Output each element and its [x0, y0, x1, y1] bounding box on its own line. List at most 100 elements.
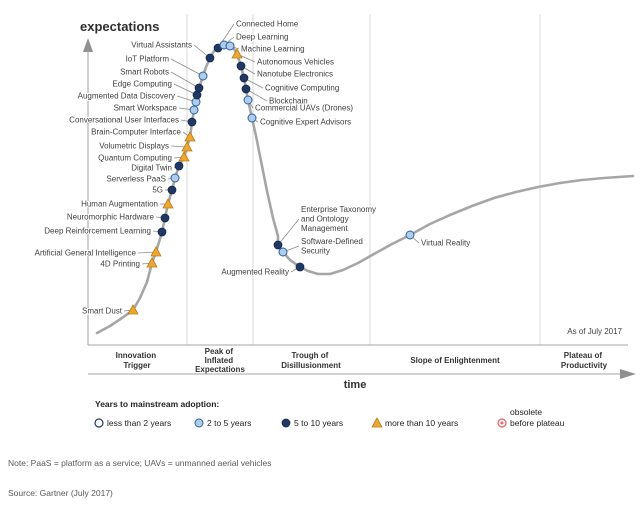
virtual-reality-marker	[405, 230, 415, 240]
legend-label: less than 2 years	[107, 418, 171, 428]
serverless-paas-marker	[170, 173, 180, 183]
volumetric-displays-label-line: Volumetric Displays	[99, 142, 169, 151]
software-defined-label: Software-Defined Security	[301, 237, 363, 256]
4d-printing-marker	[146, 257, 158, 268]
cognitive-expert-advisors-marker	[247, 113, 257, 123]
enterprise-taxonomy-label-line: Enterprise Taxonomy	[301, 205, 376, 214]
legend-item-2-to-5-years: 2 to 5 years	[194, 418, 251, 428]
digital-twin-marker	[174, 161, 184, 171]
smart-dust-label-line: Smart Dust	[82, 307, 123, 316]
iot-platform-marker	[198, 71, 208, 81]
virtual-assistants-marker	[205, 53, 215, 63]
enterprise-taxonomy-label: Enterprise Taxonomy and Ontology Managemen…	[301, 205, 376, 233]
quantum-computing-label-line: Quantum Computing	[98, 154, 172, 163]
autonomous-vehicles-label: Autonomous Vehicles	[257, 58, 334, 67]
dark-circle-icon	[281, 418, 291, 428]
human-augmentation-label-line: Human Augmentation	[81, 200, 158, 209]
software-defined-label-line: Security	[301, 246, 330, 255]
y-axis-arrow-icon	[83, 38, 93, 52]
smart-workspace-label: Smart Workspace	[114, 104, 178, 113]
smart-robots-marker	[194, 83, 204, 93]
phase-gridlines	[186, 14, 541, 345]
autonomous-vehicles-label-line: Autonomous Vehicles	[257, 58, 334, 67]
brain-computer-interface-label: Brain-Computer Interface	[91, 128, 181, 137]
smart-dust-label: Smart Dust	[82, 307, 123, 316]
iot-platform-label: IoT Platform	[126, 55, 170, 64]
machine-learning-marker	[225, 41, 235, 51]
quantum-computing-label: Quantum Computing	[98, 154, 172, 163]
serverless-paas-label: Serverless PaaS	[106, 175, 166, 184]
neuromorphic-hardware-label: Neuromorphic Hardware	[67, 213, 155, 222]
connected-home-label-line: Connected Home	[236, 20, 299, 29]
software-defined-label-line: Software-Defined	[301, 237, 363, 246]
autonomous-vehicles-marker	[231, 48, 243, 59]
orange-triangle-icon	[371, 417, 383, 428]
y-axis-title: expectations	[80, 19, 159, 34]
virtual-reality-label: Virtual Reality	[421, 239, 470, 248]
digital-twin-label: Digital Twin	[131, 164, 172, 173]
item-labels: Smart Dust 4D Printing Artificial General …	[34, 19, 472, 317]
quantum-computing-marker	[178, 151, 190, 162]
cognitive-computing-marker	[239, 73, 249, 83]
iot-platform-label-line: IoT Platform	[126, 55, 170, 64]
legend-title: Years to mainstream adoption:	[95, 399, 219, 409]
machine-learning-label: Machine Learning	[241, 45, 305, 54]
machine-learning-label-line: Machine Learning	[241, 45, 305, 54]
blockchain-label: Blockchain	[269, 97, 308, 106]
x-axis-arrow-icon	[620, 369, 636, 379]
smart-robots-label-line: Smart Robots	[120, 68, 169, 77]
iot-platform-leader	[170, 58, 204, 77]
4d-printing-label-line: 4D Printing	[100, 260, 140, 269]
legend-label: more than 10 years	[385, 418, 458, 428]
phase-label-slope-of-enlightenment: Slope of Enlightenment	[410, 356, 500, 365]
legend-item-more-than-10-years: more than 10 years	[371, 417, 458, 428]
nanotube-electronics-marker	[236, 61, 246, 71]
light-circle-icon	[194, 418, 204, 428]
legend-label: obsolete before plateau	[510, 407, 565, 428]
smart-workspace-marker	[189, 105, 199, 115]
phase-label-trough-of-disillusionment: Trough of Disillusionment	[281, 351, 341, 370]
artificial-general-intelligence-label-line: Artificial General Intelligence	[35, 249, 137, 258]
virtual-assistants-label: Virtual Assistants	[131, 41, 192, 50]
5g-marker	[167, 185, 177, 195]
legend-item-5-to-10-years: 5 to 10 years	[281, 418, 343, 428]
blockchain-marker	[241, 84, 251, 94]
human-augmentation-marker	[162, 198, 174, 209]
cognitive-expert-advisors-label-line: Cognitive Expert Advisors	[260, 118, 351, 127]
neuromorphic-hardware-label-line: Neuromorphic Hardware	[67, 213, 155, 222]
footnote: Note: PaaS = platform as a service; UAVs…	[8, 458, 271, 468]
open-circle-icon	[94, 418, 104, 428]
digital-twin-label-line: Digital Twin	[131, 164, 172, 173]
nanotube-electronics-label: Nanotube Electronics	[257, 70, 333, 79]
obsolete-circle-dot-icon	[500, 421, 504, 425]
legend-label: 5 to 10 years	[294, 418, 343, 428]
enterprise-taxonomy-label-line: and Ontology	[301, 215, 349, 224]
phase-label-peak-of-inflated-expectations: Peak of Inflated Expectations	[195, 347, 245, 374]
source-note: Source: Gartner (July 2017)	[8, 488, 113, 498]
conversational-user-interfaces-marker	[187, 117, 197, 127]
deep-reinforcement-learning-label-line: Deep Reinforcement Learning	[44, 227, 151, 236]
x-axis-title: time	[344, 379, 367, 391]
augmented-reality-label: Augmented Reality	[221, 268, 289, 277]
commercial-uavs-drones-label: Commercial UAVs (Drones)	[255, 104, 353, 113]
as-of-date: As of July 2017	[567, 327, 622, 336]
legend-label: 2 to 5 years	[207, 418, 251, 428]
smart-robots-leader	[170, 71, 200, 89]
artificial-general-intelligence-marker	[150, 246, 162, 257]
5g-label-line: 5G	[152, 186, 163, 195]
deep-learning-label-line: Deep Learning	[236, 33, 288, 42]
smart-workspace-label-line: Smart Workspace	[114, 104, 178, 113]
neuromorphic-hardware-marker	[160, 213, 170, 223]
smart-robots-label: Smart Robots	[120, 68, 169, 77]
conversational-user-interfaces-label-line: Conversational User Interfaces	[69, 116, 179, 125]
cognitive-expert-advisors-label: Cognitive Expert Advisors	[260, 118, 351, 127]
volumetric-displays-marker	[181, 141, 193, 152]
deep-reinforcement-learning-label: Deep Reinforcement Learning	[44, 227, 151, 236]
augmented-data-discovery-label-line: Augmented Data Discovery	[78, 92, 175, 101]
augmented-reality-label-line: Augmented Reality	[221, 268, 289, 277]
commercial-uavs-drones-label-line: Commercial UAVs (Drones)	[255, 104, 353, 113]
smart-dust-marker	[127, 304, 139, 315]
5g-label: 5G	[152, 186, 163, 195]
cognitive-computing-label: Cognitive Computing	[265, 84, 339, 93]
